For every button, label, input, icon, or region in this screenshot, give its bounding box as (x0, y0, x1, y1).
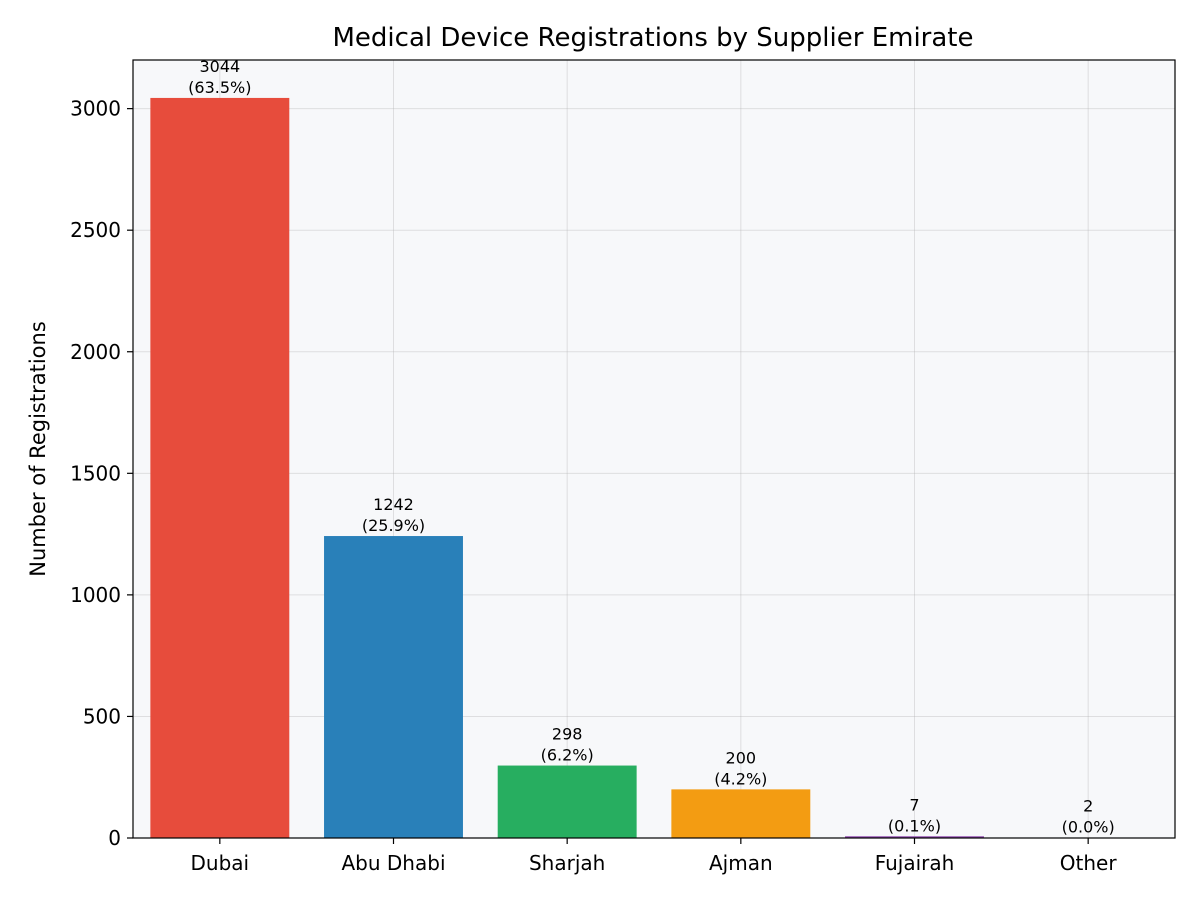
bar-percent-label: (6.2%) (541, 746, 594, 765)
chart-title: Medical Device Registrations by Supplier… (333, 23, 974, 53)
x-tick-label: Abu Dhabi (342, 851, 446, 875)
y-tick-label: 2000 (70, 340, 121, 364)
x-axis-ticks: Dubai Abu Dhabi Sharjah Ajman Fujairah Other (191, 838, 1118, 875)
x-tick-label: Sharjah (529, 851, 605, 875)
x-tick-label: Other (1060, 851, 1118, 875)
bar-abu-dhabi (324, 536, 463, 838)
bar-value-label: 200 (726, 748, 757, 767)
bar-value-label: 1242 (373, 495, 414, 514)
y-tick-label: 1000 (70, 583, 121, 607)
y-tick-label: 500 (83, 704, 121, 728)
data-labels: 3044 (63.5%) 1242 (25.9%) 298 (6.2%) 200 (4.2%)… (188, 57, 1115, 837)
bar-percent-label: (25.9%) (362, 516, 425, 535)
bar-percent-label: (0.0%) (1062, 818, 1115, 837)
x-tick-label: Ajman (709, 851, 773, 875)
y-tick-label: 0 (108, 826, 121, 850)
bar-value-label: 298 (552, 725, 583, 744)
bar-ajman (671, 789, 811, 838)
bar-value-label: 2 (1083, 797, 1093, 816)
plot-frame (132, 59, 1176, 839)
y-tick-label: 2500 (70, 218, 121, 242)
bar-value-label: 3044 (199, 57, 240, 76)
bar-fujairah (845, 836, 984, 838)
bar-sharjah (497, 765, 637, 838)
bar-percent-label: (63.5%) (188, 78, 251, 97)
y-tick-label: 3000 (70, 97, 121, 121)
bars (150, 97, 1158, 839)
y-axis-label: Number of Registrations (26, 321, 50, 577)
bar-percent-label: (0.1%) (888, 816, 941, 835)
x-tick-label: Fujairah (875, 851, 955, 875)
bar-percent-label: (4.2%) (714, 769, 767, 788)
plot-area (133, 60, 1175, 838)
y-axis-ticks: 0 500 1000 1500 2000 2500 3000 (70, 97, 133, 850)
bar-value-label: 7 (909, 795, 919, 814)
x-tick-label: Dubai (191, 851, 250, 875)
y-tick-label: 1500 (70, 461, 121, 485)
bar-dubai (150, 97, 290, 839)
